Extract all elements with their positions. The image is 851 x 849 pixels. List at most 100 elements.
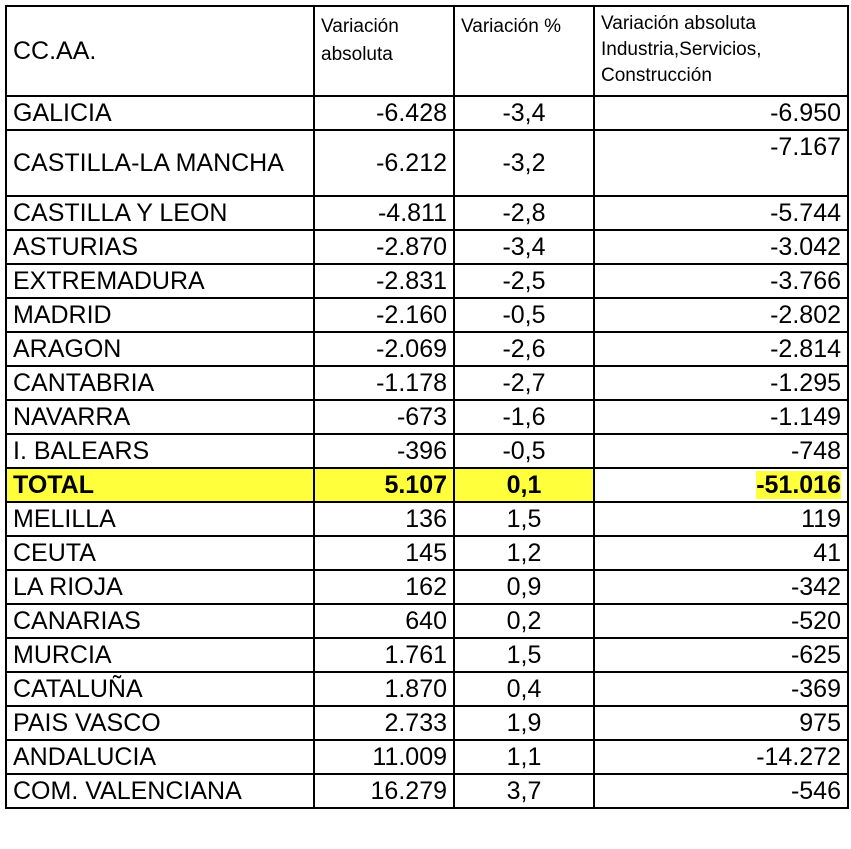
region-cell: ANDALUCIA: [5, 739, 315, 775]
industry-variation-cell: 975: [593, 705, 849, 741]
region-cell: CATALUÑA: [5, 671, 315, 707]
region-cell: NAVARRA: [5, 399, 315, 435]
absolute-variation-cell: -6.428: [313, 95, 455, 131]
table-row: ARAGON -2.069 -2,6 -2.814: [5, 331, 849, 367]
header-industry-variation: Variación absoluta Industria,Servicios, …: [593, 5, 849, 97]
table-row: I. BALEARS -396 -0,5 -748: [5, 433, 849, 469]
industry-variation-cell: -5.744: [593, 195, 849, 231]
percent-variation-cell: 0,2: [453, 603, 595, 639]
table-row: ANDALUCIA 11.009 1,1 -14.272: [5, 739, 849, 775]
region-cell: MADRID: [5, 297, 315, 333]
table-row: MURCIA 1.761 1,5 -625: [5, 637, 849, 673]
region-cell: ASTURIAS: [5, 229, 315, 265]
percent-variation-cell: 0,9: [453, 569, 595, 605]
absolute-variation-cell: 11.009: [313, 739, 455, 775]
percent-variation-cell: -2,5: [453, 263, 595, 299]
industry-variation-cell: -6.950: [593, 95, 849, 131]
absolute-variation-cell: -2.160: [313, 297, 455, 333]
table-row: CASTILLA Y LEON -4.811 -2,8 -5.744: [5, 195, 849, 231]
industry-variation-cell: -1.295: [593, 365, 849, 401]
region-cell: EXTREMADURA: [5, 263, 315, 299]
table-row: NAVARRA -673 -1,6 -1.149: [5, 399, 849, 435]
table-row: PAIS VASCO 2.733 1,9 975: [5, 705, 849, 741]
total-industry-value: -51.016: [756, 471, 841, 499]
region-cell: CANARIAS: [5, 603, 315, 639]
regional-variation-table: CC.AA. Variación absoluta Variación % Va…: [5, 5, 849, 809]
absolute-variation-cell: 2.733: [313, 705, 455, 741]
percent-variation-cell: -2,8: [453, 195, 595, 231]
percent-variation-cell: -1,6: [453, 399, 595, 435]
percent-variation-cell: 1,1: [453, 739, 595, 775]
table-row: LA RIOJA 162 0,9 -342: [5, 569, 849, 605]
industry-variation-cell: 119: [593, 501, 849, 537]
table-row: CATALUÑA 1.870 0,4 -369: [5, 671, 849, 707]
region-cell: MELILLA: [5, 501, 315, 537]
industry-variation-cell: -2.802: [593, 297, 849, 333]
absolute-variation-cell: 1.870: [313, 671, 455, 707]
header-percent-variation: Variación %: [453, 5, 595, 97]
industry-variation-cell: -748: [593, 433, 849, 469]
percent-variation-cell: -3,2: [453, 129, 595, 197]
table-row: CASTILLA-LA MANCHA -6.212 -3,2 -7.167: [5, 129, 849, 197]
region-cell: LA RIOJA: [5, 569, 315, 605]
table-row: CANARIAS 640 0,2 -520: [5, 603, 849, 639]
industry-variation-cell: -3.766: [593, 263, 849, 299]
percent-variation-cell: -3,4: [453, 95, 595, 131]
percent-variation-cell: -3,4: [453, 229, 595, 265]
absolute-variation-cell: -396: [313, 433, 455, 469]
header-absolute-variation: Variación absoluta: [313, 5, 455, 97]
absolute-variation-cell: -2.831: [313, 263, 455, 299]
percent-variation-cell: 0,1: [453, 467, 595, 503]
total-row: TOTAL 5.107 0,1 -51.016: [5, 467, 849, 503]
absolute-variation-cell: -2.069: [313, 331, 455, 367]
table-row: MADRID -2.160 -0,5 -2.802: [5, 297, 849, 333]
region-cell: TOTAL: [5, 467, 315, 503]
header-row: CC.AA. Variación absoluta Variación % Va…: [5, 5, 849, 97]
industry-variation-cell: -1.149: [593, 399, 849, 435]
percent-variation-cell: -2,7: [453, 365, 595, 401]
absolute-variation-cell: -1.178: [313, 365, 455, 401]
region-cell: GALICIA: [5, 95, 315, 131]
table-row: COM. VALENCIANA 16.279 3,7 -546: [5, 773, 849, 809]
industry-variation-cell: -3.042: [593, 229, 849, 265]
region-cell: MURCIA: [5, 637, 315, 673]
absolute-variation-cell: 145: [313, 535, 455, 571]
table-row: EXTREMADURA -2.831 -2,5 -3.766: [5, 263, 849, 299]
industry-variation-cell: -625: [593, 637, 849, 673]
table-row: MELILLA 136 1,5 119: [5, 501, 849, 537]
industry-variation-cell: 41: [593, 535, 849, 571]
absolute-variation-cell: -6.212: [313, 129, 455, 197]
region-cell: CANTABRIA: [5, 365, 315, 401]
percent-variation-cell: -2,6: [453, 331, 595, 367]
industry-variation-cell: -2.814: [593, 331, 849, 367]
region-cell: PAIS VASCO: [5, 705, 315, 741]
industry-variation-cell: -520: [593, 603, 849, 639]
percent-variation-cell: 1,9: [453, 705, 595, 741]
region-cell: CASTILLA-LA MANCHA: [5, 129, 315, 197]
absolute-variation-cell: -673: [313, 399, 455, 435]
absolute-variation-cell: 5.107: [313, 467, 455, 503]
industry-variation-cell: -7.167: [593, 129, 849, 197]
region-cell: I. BALEARS: [5, 433, 315, 469]
region-cell: ARAGON: [5, 331, 315, 367]
absolute-variation-cell: 136: [313, 501, 455, 537]
region-cell: CEUTA: [5, 535, 315, 571]
header-region: CC.AA.: [5, 5, 315, 97]
absolute-variation-cell: 16.279: [313, 773, 455, 809]
percent-variation-cell: 3,7: [453, 773, 595, 809]
percent-variation-cell: -0,5: [453, 433, 595, 469]
absolute-variation-cell: 162: [313, 569, 455, 605]
percent-variation-cell: 1,2: [453, 535, 595, 571]
table-row: CEUTA 145 1,2 41: [5, 535, 849, 571]
table-row: ASTURIAS -2.870 -3,4 -3.042: [5, 229, 849, 265]
absolute-variation-cell: -2.870: [313, 229, 455, 265]
percent-variation-cell: -0,5: [453, 297, 595, 333]
percent-variation-cell: 0,4: [453, 671, 595, 707]
percent-variation-cell: 1,5: [453, 637, 595, 673]
table-row: GALICIA -6.428 -3,4 -6.950: [5, 95, 849, 131]
absolute-variation-cell: 640: [313, 603, 455, 639]
industry-variation-cell: -342: [593, 569, 849, 605]
table-row: CANTABRIA -1.178 -2,7 -1.295: [5, 365, 849, 401]
region-cell: CASTILLA Y LEON: [5, 195, 315, 231]
industry-variation-cell: -546: [593, 773, 849, 809]
